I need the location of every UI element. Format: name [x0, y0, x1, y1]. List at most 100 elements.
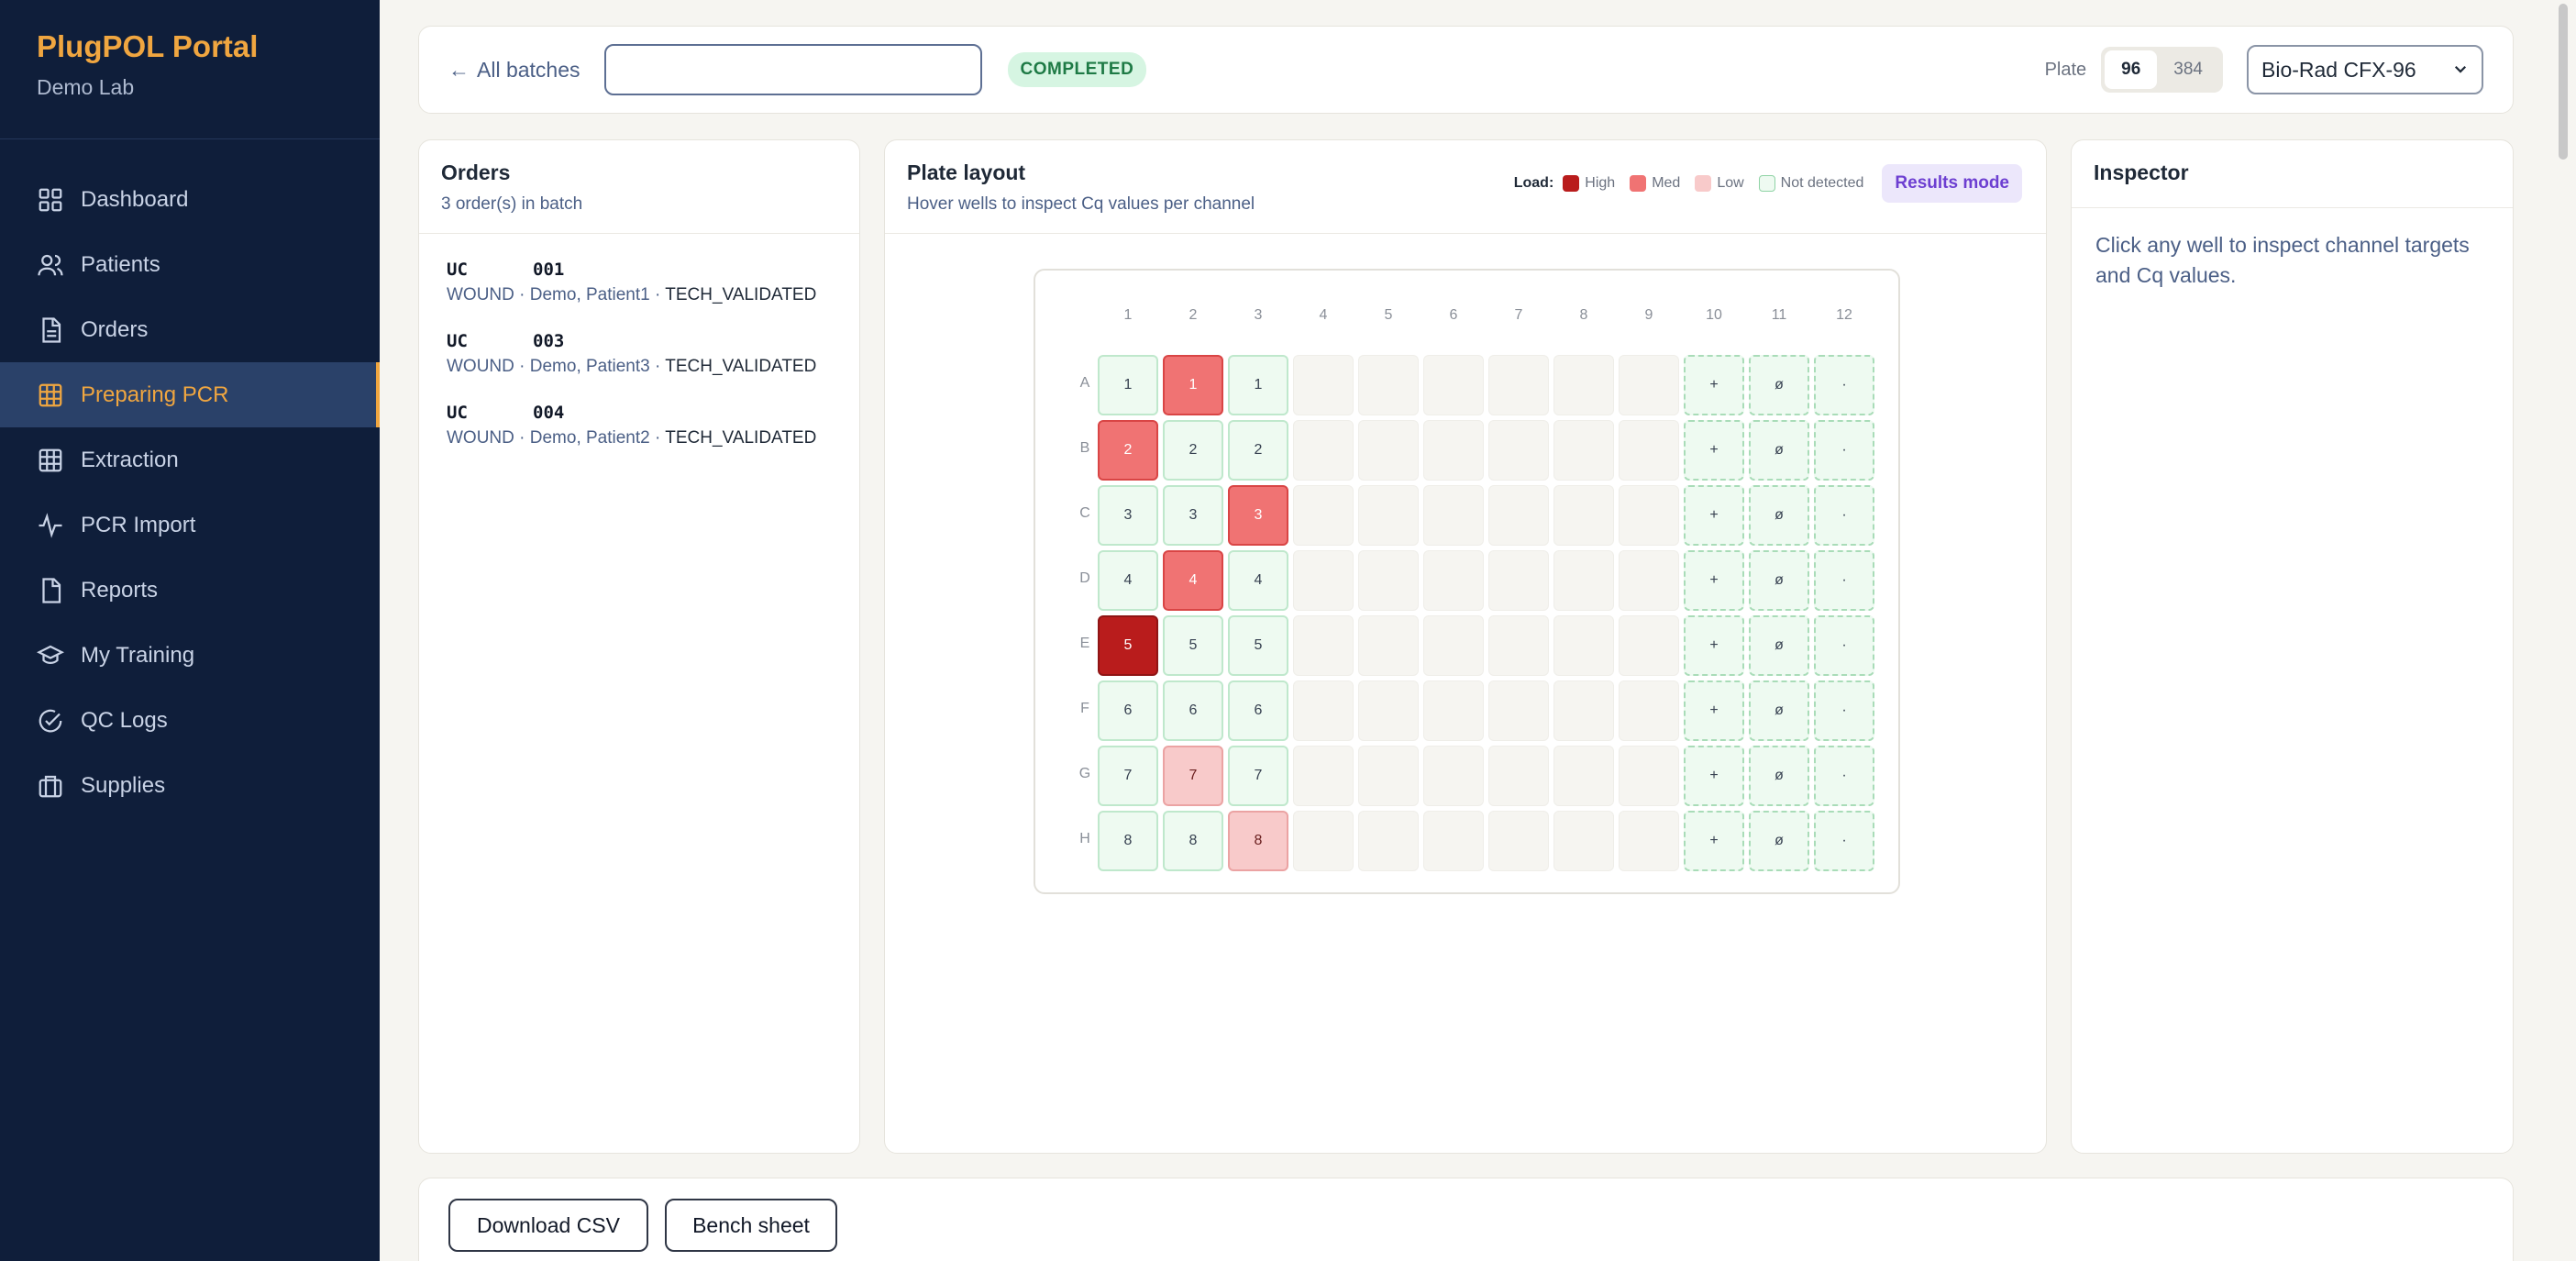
- control-well-H12[interactable]: ·: [1814, 811, 1874, 871]
- empty-well-G6[interactable]: [1423, 746, 1484, 806]
- well-G1[interactable]: 7: [1098, 746, 1158, 806]
- control-well-E11[interactable]: ø: [1749, 615, 1809, 676]
- empty-well-A4[interactable]: [1293, 355, 1354, 415]
- well-A1[interactable]: 1: [1098, 355, 1158, 415]
- empty-well-G7[interactable]: [1488, 746, 1549, 806]
- empty-well-E8[interactable]: [1553, 615, 1614, 676]
- well-H1[interactable]: 8: [1098, 811, 1158, 871]
- well-H3[interactable]: 8: [1228, 811, 1288, 871]
- empty-well-G9[interactable]: [1619, 746, 1679, 806]
- all-batches-link[interactable]: ← All batches: [448, 58, 580, 83]
- well-C2[interactable]: 3: [1163, 485, 1223, 546]
- sidebar-item-supplies[interactable]: Supplies: [0, 753, 380, 818]
- empty-well-D7[interactable]: [1488, 550, 1549, 611]
- empty-well-B7[interactable]: [1488, 420, 1549, 481]
- empty-well-H6[interactable]: [1423, 811, 1484, 871]
- control-well-G11[interactable]: ø: [1749, 746, 1809, 806]
- well-D2[interactable]: 4: [1163, 550, 1223, 611]
- well-F2[interactable]: 6: [1163, 680, 1223, 741]
- well-B1[interactable]: 2: [1098, 420, 1158, 481]
- empty-well-H4[interactable]: [1293, 811, 1354, 871]
- well-C3[interactable]: 3: [1228, 485, 1288, 546]
- well-E1[interactable]: 5: [1098, 615, 1158, 676]
- control-well-C12[interactable]: ·: [1814, 485, 1874, 546]
- sidebar-item-extraction[interactable]: Extraction: [0, 427, 380, 492]
- plate-size-384[interactable]: 384: [2173, 60, 2203, 79]
- empty-well-C8[interactable]: [1553, 485, 1614, 546]
- batch-name-input[interactable]: [603, 44, 982, 95]
- well-G3[interactable]: 7: [1228, 746, 1288, 806]
- sidebar-item-patients[interactable]: Patients: [0, 232, 380, 297]
- page-scrollbar[interactable]: [2559, 0, 2572, 1261]
- control-well-D11[interactable]: ø: [1749, 550, 1809, 611]
- control-well-F11[interactable]: ø: [1749, 680, 1809, 741]
- empty-well-A5[interactable]: [1358, 355, 1419, 415]
- empty-well-C6[interactable]: [1423, 485, 1484, 546]
- empty-well-H8[interactable]: [1553, 811, 1614, 871]
- empty-well-H7[interactable]: [1488, 811, 1549, 871]
- empty-well-F8[interactable]: [1553, 680, 1614, 741]
- empty-well-B9[interactable]: [1619, 420, 1679, 481]
- sidebar-item-qc-logs[interactable]: QC Logs: [0, 688, 380, 753]
- results-mode-button[interactable]: Results mode: [1882, 164, 2022, 203]
- control-well-H10[interactable]: +: [1684, 811, 1744, 871]
- empty-well-G8[interactable]: [1553, 746, 1614, 806]
- well-F3[interactable]: 6: [1228, 680, 1288, 741]
- control-well-C10[interactable]: +: [1684, 485, 1744, 546]
- control-well-E10[interactable]: +: [1684, 615, 1744, 676]
- control-well-B10[interactable]: +: [1684, 420, 1744, 481]
- control-well-E12[interactable]: ·: [1814, 615, 1874, 676]
- order-item[interactable]: UC 004 WOUND · Demo, Patient2 · TECH_VALI…: [419, 403, 859, 448]
- well-A2[interactable]: 1: [1163, 355, 1223, 415]
- well-E3[interactable]: 5: [1228, 615, 1288, 676]
- empty-well-A8[interactable]: [1553, 355, 1614, 415]
- empty-well-F5[interactable]: [1358, 680, 1419, 741]
- empty-well-B4[interactable]: [1293, 420, 1354, 481]
- sidebar-item-dashboard[interactable]: Dashboard: [0, 167, 380, 232]
- empty-well-G5[interactable]: [1358, 746, 1419, 806]
- sidebar-item-preparing-pcr[interactable]: Preparing PCR: [0, 362, 380, 427]
- control-well-H11[interactable]: ø: [1749, 811, 1809, 871]
- empty-well-E7[interactable]: [1488, 615, 1549, 676]
- empty-well-F9[interactable]: [1619, 680, 1679, 741]
- empty-well-C7[interactable]: [1488, 485, 1549, 546]
- empty-well-H5[interactable]: [1358, 811, 1419, 871]
- empty-well-E6[interactable]: [1423, 615, 1484, 676]
- empty-well-A9[interactable]: [1619, 355, 1679, 415]
- order-item[interactable]: UC 001 WOUND · Demo, Patient1 · TECH_VALI…: [419, 260, 859, 305]
- control-well-B12[interactable]: ·: [1814, 420, 1874, 481]
- well-C1[interactable]: 3: [1098, 485, 1158, 546]
- empty-well-D5[interactable]: [1358, 550, 1419, 611]
- well-A3[interactable]: 1: [1228, 355, 1288, 415]
- empty-well-D4[interactable]: [1293, 550, 1354, 611]
- well-E2[interactable]: 5: [1163, 615, 1223, 676]
- order-item[interactable]: UC 003 WOUND · Demo, Patient3 · TECH_VALI…: [419, 331, 859, 377]
- control-well-B11[interactable]: ø: [1749, 420, 1809, 481]
- sidebar-item-pcr-import[interactable]: PCR Import: [0, 492, 380, 558]
- plate-size-96[interactable]: 96: [2105, 50, 2158, 89]
- sidebar-item-reports[interactable]: Reports: [0, 558, 380, 623]
- empty-well-A6[interactable]: [1423, 355, 1484, 415]
- empty-well-B5[interactable]: [1358, 420, 1419, 481]
- well-B3[interactable]: 2: [1228, 420, 1288, 481]
- well-F1[interactable]: 6: [1098, 680, 1158, 741]
- empty-well-E4[interactable]: [1293, 615, 1354, 676]
- empty-well-B8[interactable]: [1553, 420, 1614, 481]
- empty-well-F7[interactable]: [1488, 680, 1549, 741]
- empty-well-C5[interactable]: [1358, 485, 1419, 546]
- control-well-G12[interactable]: ·: [1814, 746, 1874, 806]
- control-well-A11[interactable]: ø: [1749, 355, 1809, 415]
- well-B2[interactable]: 2: [1163, 420, 1223, 481]
- sidebar-item-my-training[interactable]: My Training: [0, 623, 380, 688]
- instrument-select[interactable]: Bio-Rad CFX-96: [2247, 45, 2483, 94]
- well-D3[interactable]: 4: [1228, 550, 1288, 611]
- empty-well-B6[interactable]: [1423, 420, 1484, 481]
- control-well-D10[interactable]: +: [1684, 550, 1744, 611]
- empty-well-C9[interactable]: [1619, 485, 1679, 546]
- empty-well-F6[interactable]: [1423, 680, 1484, 741]
- bench-sheet-button[interactable]: Bench sheet: [665, 1199, 837, 1252]
- control-well-F10[interactable]: +: [1684, 680, 1744, 741]
- control-well-D12[interactable]: ·: [1814, 550, 1874, 611]
- empty-well-D9[interactable]: [1619, 550, 1679, 611]
- control-well-C11[interactable]: ø: [1749, 485, 1809, 546]
